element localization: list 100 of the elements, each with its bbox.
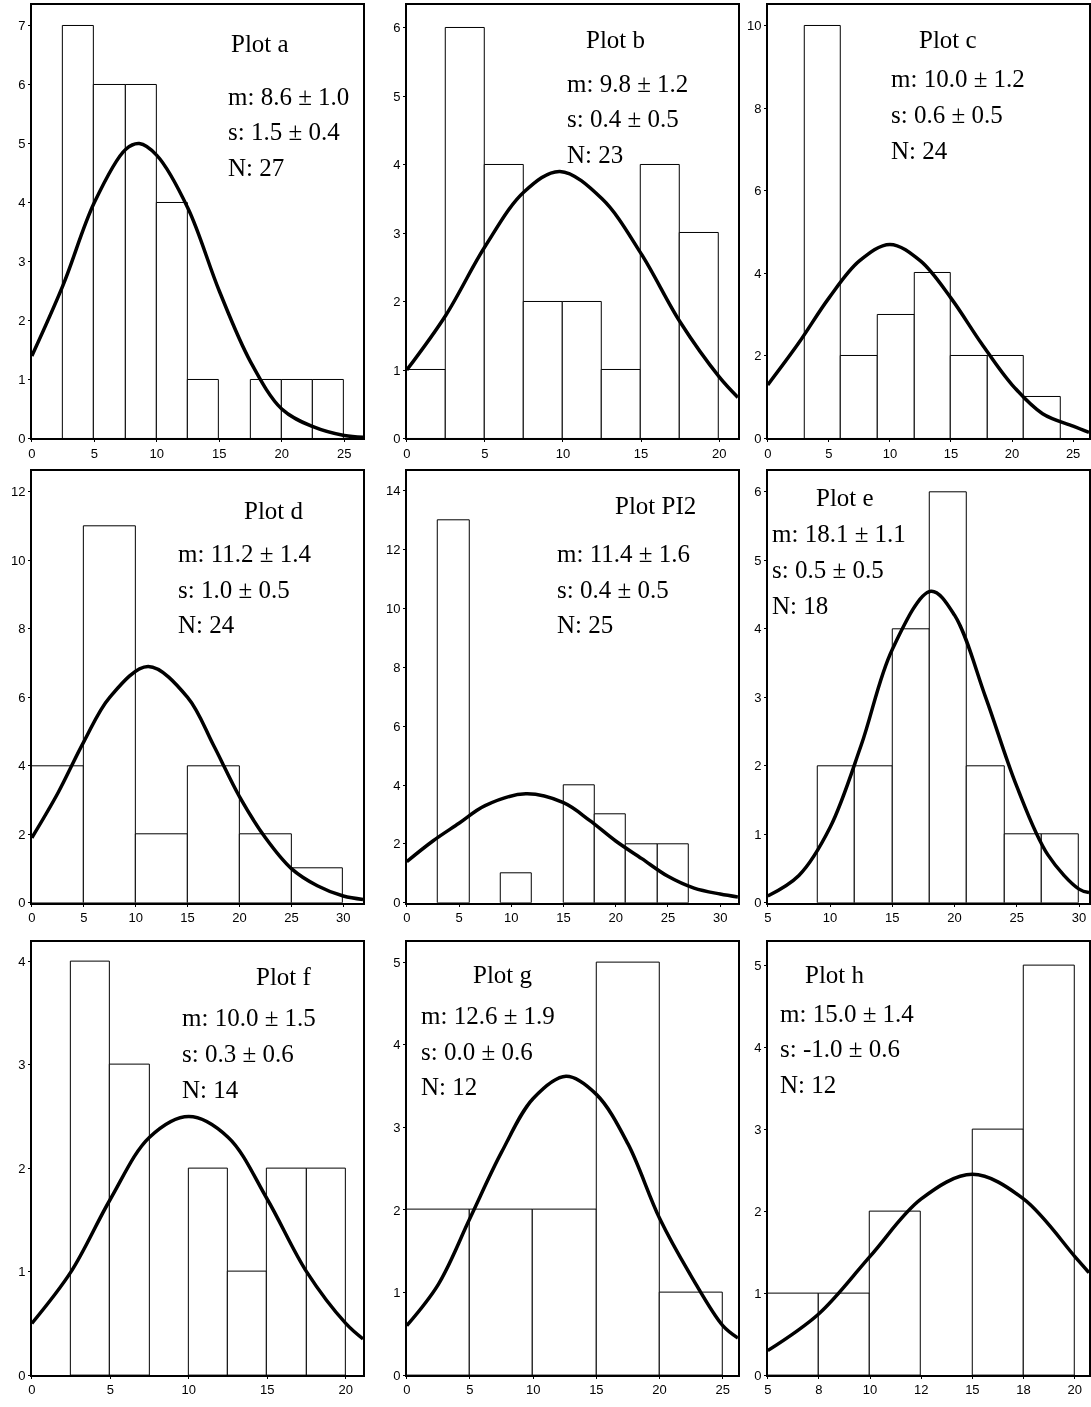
y-tick-label: 3 xyxy=(754,689,762,705)
annotation: N: 18 xyxy=(772,592,829,619)
y-tick-label: 3 xyxy=(754,1121,762,1137)
annotation: N: 24 xyxy=(891,137,948,164)
x-tick-label: 30 xyxy=(1071,910,1087,926)
y-tick-label: 12 xyxy=(11,484,26,500)
x-tick-label: 20 xyxy=(711,445,727,461)
x-tick-label: 5 xyxy=(764,1382,772,1398)
y-tick-label: 1 xyxy=(18,1264,26,1280)
y-tick-label: 6 xyxy=(393,20,401,36)
annotation: s: 0.6 ± 0.5 xyxy=(891,101,1003,128)
text: Plot a xyxy=(231,30,289,57)
x-tick-label: 25 xyxy=(337,445,352,461)
x-tick-label: 10 xyxy=(822,910,838,926)
y-tick-label: 0 xyxy=(393,1367,401,1383)
x-tick-label: 12 xyxy=(913,1382,929,1398)
annotation: N: 14 xyxy=(182,1076,239,1103)
y-tick-label: 3 xyxy=(393,225,401,241)
annotation: s: 1.5 ± 0.4 xyxy=(228,118,341,145)
x-tick-label: 15 xyxy=(212,445,227,461)
x-tick-label: 10 xyxy=(525,1382,541,1398)
text: Plot e xyxy=(816,484,874,511)
x-tick-label: 5 xyxy=(825,445,833,461)
x-tick-label: 15 xyxy=(180,910,195,926)
annotation: s: -1.0 ± 0.6 xyxy=(780,1035,900,1062)
y-tick-label: 0 xyxy=(393,895,401,911)
y-tick-label: 4 xyxy=(754,1039,762,1055)
annotation: N: 23 xyxy=(567,141,624,168)
x-tick-label: 18 xyxy=(1016,1382,1031,1398)
annotation: N: 12 xyxy=(780,1071,837,1098)
x-tick-label: 15 xyxy=(633,445,649,461)
y-tick-label: 0 xyxy=(18,895,26,911)
x-tick-label: 15 xyxy=(556,910,571,926)
annotation: s: 1.0 ± 0.5 xyxy=(178,576,290,603)
y-tick-label: 1 xyxy=(754,826,762,842)
annotation: N: 25 xyxy=(557,611,614,638)
annotation: m: 18.1 ± 1.1 xyxy=(772,520,906,547)
y-tick-label: 4 xyxy=(18,758,26,774)
y-tick-label: 0 xyxy=(754,431,762,447)
text: Plot d xyxy=(244,497,304,524)
x-tick-label: 5 xyxy=(481,445,489,461)
annotation: m: 11.4 ± 1.6 xyxy=(557,540,690,567)
annotation: m: 9.8 ± 1.2 xyxy=(567,70,689,97)
x-tick-label: 25 xyxy=(660,910,676,926)
y-tick-label: 5 xyxy=(393,954,401,970)
x-tick-label: 5 xyxy=(106,1382,114,1398)
x-tick-label: 5 xyxy=(466,1382,474,1398)
y-tick-label: 4 xyxy=(754,621,762,637)
y-tick-label: 2 xyxy=(393,294,401,310)
x-tick-label: 20 xyxy=(652,1382,667,1398)
text: Plot PI2 xyxy=(615,492,697,519)
y-tick-label: 7 xyxy=(18,18,26,34)
x-tick-label: 5 xyxy=(90,445,98,461)
x-tick-label: 10 xyxy=(882,445,898,461)
y-tick-label: 5 xyxy=(393,88,401,104)
x-tick-label: 20 xyxy=(1067,1382,1082,1398)
x-tick-label: 30 xyxy=(712,910,728,926)
y-tick-label: 8 xyxy=(754,100,762,116)
y-tick-label: 14 xyxy=(385,483,401,498)
x-tick-label: 5 xyxy=(455,910,463,926)
annotation: m: 11.2 ± 1.4 xyxy=(178,540,312,567)
annotation: s: 0.4 ± 0.5 xyxy=(567,105,679,132)
y-tick-label: 1 xyxy=(18,372,26,388)
annotation: m: 8.6 ± 1.0 xyxy=(228,83,350,110)
y-tick-label: 4 xyxy=(393,157,401,173)
y-tick-label: 5 xyxy=(18,136,26,152)
y-tick-label: 0 xyxy=(18,431,26,447)
y-tick-label: 0 xyxy=(393,431,401,447)
x-tick-label: 25 xyxy=(1065,445,1081,461)
annotation: s: 0.0 ± 0.6 xyxy=(421,1038,533,1065)
x-tick-label: 10 xyxy=(862,1382,878,1398)
x-tick-label: 0 xyxy=(764,445,772,461)
y-tick-label: 2 xyxy=(393,1202,401,1218)
x-tick-label: 20 xyxy=(338,1382,353,1398)
y-tick-label: 1 xyxy=(393,1285,401,1301)
y-tick-label: 5 xyxy=(754,957,762,973)
x-tick-label: 20 xyxy=(608,910,623,926)
annotation: N: 24 xyxy=(178,611,235,638)
y-tick-label: 2 xyxy=(18,313,26,329)
y-tick-label: 2 xyxy=(754,758,762,774)
x-tick-label: 10 xyxy=(128,910,143,926)
y-tick-label: 6 xyxy=(754,484,762,500)
y-tick-label: 0 xyxy=(18,1367,26,1383)
y-tick-label: 12 xyxy=(385,541,401,557)
y-tick-label: 6 xyxy=(18,689,26,705)
x-tick-label: 0 xyxy=(403,910,411,926)
y-tick-label: 10 xyxy=(11,552,26,568)
annotation: s: 0.4 ± 0.5 xyxy=(557,576,669,603)
x-tick-label: 20 xyxy=(1004,445,1020,461)
x-tick-label: 30 xyxy=(336,910,351,926)
y-tick-label: 6 xyxy=(393,718,401,734)
y-tick-label: 3 xyxy=(393,1119,401,1135)
x-tick-label: 10 xyxy=(555,445,571,461)
y-tick-label: 10 xyxy=(746,18,762,34)
x-tick-label: 5 xyxy=(80,910,88,926)
annotation: N: 12 xyxy=(421,1073,478,1100)
y-tick-label: 10 xyxy=(385,600,401,616)
y-tick-label: 2 xyxy=(18,826,26,842)
x-tick-label: 25 xyxy=(715,1382,731,1398)
x-tick-label: 5 xyxy=(764,910,772,926)
